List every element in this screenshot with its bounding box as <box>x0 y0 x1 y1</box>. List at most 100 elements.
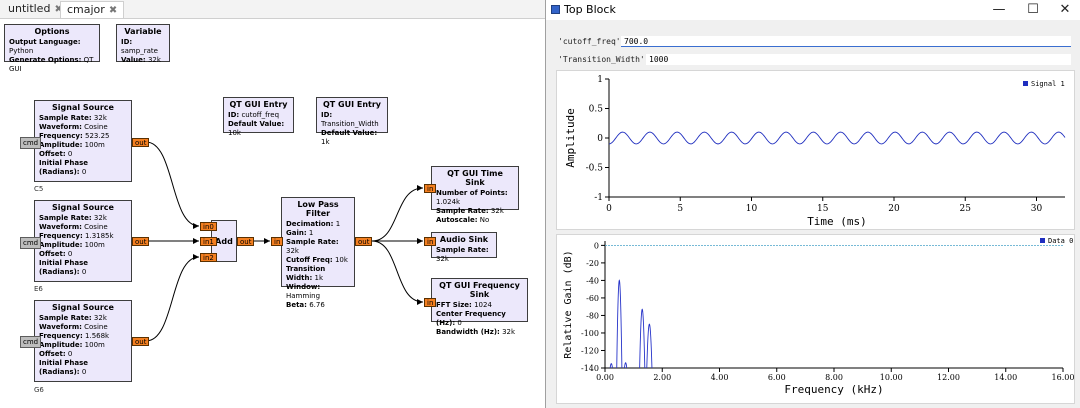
in-port[interactable]: in <box>424 237 437 246</box>
cmd-port[interactable]: cmd <box>20 137 42 149</box>
block-caption: C5 <box>34 185 44 193</box>
param-value: 523.25 <box>85 132 110 140</box>
in0-port[interactable]: in0 <box>200 222 217 231</box>
block-caption: G6 <box>34 386 44 394</box>
qt-gui-time-sink-block[interactable]: QT GUI Time Sink Number of Points: 1.024… <box>431 166 519 224</box>
y-axis-label: Relative Gain (dB) <box>563 250 574 358</box>
param-key: Sample Rate: <box>39 314 92 322</box>
x-tick-label: 0 <box>606 204 612 214</box>
close-icon[interactable]: ✖ <box>108 5 118 16</box>
param-value: cutoff_freq <box>241 111 280 119</box>
data-0-line <box>609 279 653 369</box>
param-value: Hamming <box>286 292 321 300</box>
audio-sink-block[interactable]: Audio Sink Sample Rate: 32k <box>431 232 497 263</box>
qt-gui-entry-block[interactable]: QT GUI Entry ID: cutoff_freq Default Val… <box>223 97 294 137</box>
param-key: Sample Rate: <box>436 246 489 254</box>
tab-cmajor[interactable]: cmajor ✖ <box>60 1 125 18</box>
out-port[interactable]: out <box>132 337 150 346</box>
in1-port[interactable]: in1 <box>200 237 217 246</box>
close-button[interactable]: ✕ <box>1059 2 1071 17</box>
signal-source-block[interactable]: Signal Source Sample Rate: 32k Waveform:… <box>34 100 132 182</box>
param-key: Output Language: <box>9 38 81 46</box>
x-tick-label: 4.00 <box>711 373 729 382</box>
block-title: QT GUI Entry <box>322 100 381 109</box>
x-tick-label: 0.00 <box>596 373 614 382</box>
options-block[interactable]: Options Output Language: Python Generate… <box>4 24 100 73</box>
y-tick-label: -20 <box>586 259 599 268</box>
param-key: Sample Rate: <box>436 207 489 215</box>
tab-untitled[interactable]: untitled ✖ <box>2 1 69 17</box>
y-tick-label: -40 <box>586 276 599 285</box>
out-port[interactable]: out <box>355 237 373 246</box>
param-value: Cosine <box>84 123 108 131</box>
param-key: Waveform: <box>39 323 82 331</box>
legend-swatch <box>1040 238 1045 243</box>
qt-gui-entry-block[interactable]: QT GUI Entry ID: Transition_Width Defaul… <box>316 97 388 146</box>
minimize-button[interactable]: — <box>992 2 1006 17</box>
tab-label: untitled <box>8 2 51 15</box>
close-icon[interactable]: ✖ <box>54 4 63 15</box>
block-title: Audio Sink <box>439 235 489 244</box>
wire-lpf-freqsink <box>371 240 424 303</box>
param-value: 0 <box>67 250 73 258</box>
param-key: Amplitude: <box>39 341 83 349</box>
block-caption: E6 <box>34 285 43 293</box>
top-block-window: Top Block — ☐ ✕ 'cutoff_freq': 700.0 'Tr… <box>545 0 1080 408</box>
param-value: 32k <box>436 255 449 263</box>
cmd-port[interactable]: cmd <box>20 237 42 249</box>
param-key: Waveform: <box>39 223 82 231</box>
legend-label: Signal 1 <box>1031 80 1065 88</box>
in-port[interactable]: in <box>424 298 437 307</box>
param-value: samp_rate <box>121 47 158 55</box>
param-key: Default Value: <box>228 120 285 128</box>
param-value: 10k <box>228 129 241 137</box>
block-title: QT GUI Frequency Sink <box>439 281 520 299</box>
param-value: 10k <box>334 256 348 264</box>
signal-source-block[interactable]: Signal Source Sample Rate: 32k Waveform:… <box>34 200 132 282</box>
y-tick-label: -1 <box>594 193 603 203</box>
in2-port[interactable]: in2 <box>200 253 217 262</box>
param-value: 32k <box>93 214 107 222</box>
x-axis-label: Time (ms) <box>807 215 867 228</box>
variable-block[interactable]: Variable ID: samp_rate Value: 32k <box>116 24 170 64</box>
in-port[interactable]: in <box>424 184 437 193</box>
signal-source-block[interactable]: Signal Source Sample Rate: 32k Waveform:… <box>34 300 132 382</box>
param-value: 0 <box>81 168 87 176</box>
param-key: Sample Rate: <box>39 214 92 222</box>
y-tick-label: -0.5 <box>586 164 604 174</box>
time-plot-panel[interactable]: -1 -0.5 0 0.5 1 0 5 10 15 20 25 30 Time (ms) Amplitud… <box>556 70 1075 230</box>
out-port[interactable]: out <box>237 237 255 246</box>
cutoff-freq-field[interactable]: 700.0 <box>621 36 1071 47</box>
out-port[interactable]: out <box>132 138 150 147</box>
qt-gui-frequency-sink-block[interactable]: QT GUI Frequency Sink FFT Size: 1024 Cen… <box>431 278 528 336</box>
connection-wires <box>145 141 424 342</box>
param-label-cutoff: 'cutoff_freq': <box>558 37 626 46</box>
param-key: Decimation: <box>286 220 334 228</box>
param-key: Value: <box>121 56 146 64</box>
param-key: Sample Rate: <box>286 238 339 246</box>
y-axis-label: Amplitude <box>564 108 577 168</box>
param-key: Offset: <box>39 350 66 358</box>
x-tick-label: 10.00 <box>880 373 903 382</box>
param-key: Frequency: <box>39 332 83 340</box>
param-value: 0 <box>81 368 87 376</box>
low-pass-filter-block[interactable]: Low Pass Filter Decimation: 1 Gain: 1 Sa… <box>281 197 355 309</box>
block-title: Signal Source <box>52 103 114 112</box>
freq-plot-panel[interactable]: 0 -20 -40 -60 -80 -100 -120 -140 0.00 2.00 4.00 6.0… <box>556 234 1075 404</box>
maximize-button[interactable]: ☐ <box>1027 2 1039 17</box>
flowgraph-editor: untitled ✖ cmajor ✖ Options Output Lan <box>0 0 545 394</box>
param-value: Cosine <box>84 223 108 231</box>
x-tick-label: 30 <box>1031 204 1043 214</box>
cmd-port[interactable]: cmd <box>20 336 42 348</box>
y-tick-label: -60 <box>586 294 599 303</box>
param-value: Python <box>9 47 34 55</box>
in-port[interactable]: in <box>271 237 284 246</box>
transition-width-field[interactable]: 1000 <box>646 54 1071 65</box>
editor-tab-bar: untitled ✖ cmajor ✖ <box>0 0 545 19</box>
x-tick-label: 12.00 <box>937 373 960 382</box>
out-port[interactable]: out <box>132 237 150 246</box>
param-key: Waveform: <box>39 123 82 131</box>
param-key: Number of Points: <box>436 189 508 197</box>
legend-swatch <box>1023 81 1028 86</box>
param-key: Amplitude: <box>39 241 83 249</box>
